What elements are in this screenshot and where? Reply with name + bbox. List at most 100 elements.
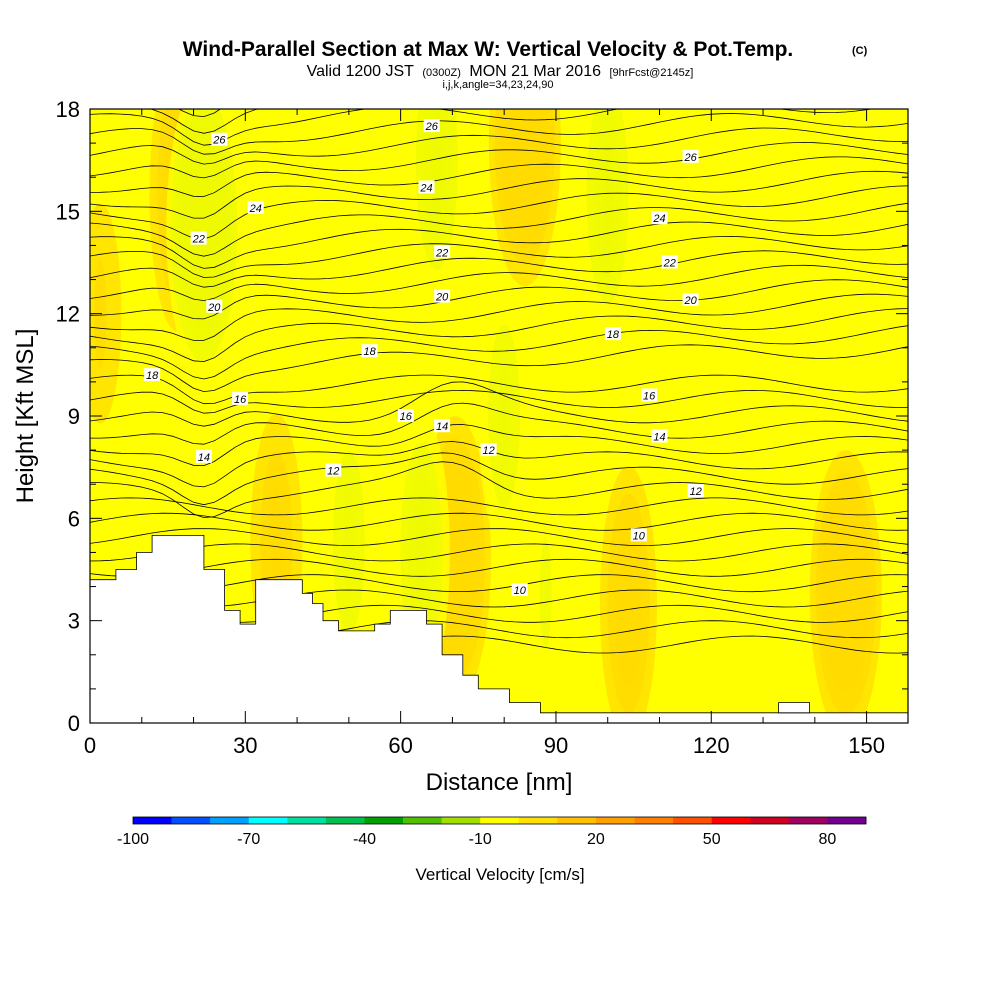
y-axis-label: Height [Kft MSL] — [12, 329, 39, 504]
colorbar-swatch — [518, 817, 558, 824]
theta-label-text: 10 — [514, 585, 527, 597]
theta-label-bg — [247, 200, 264, 214]
theta-label-text: 20 — [207, 302, 221, 314]
theta-label-text: 16 — [643, 391, 656, 403]
theta-label-text: 24 — [419, 183, 432, 195]
theta-contour-label: 18 — [604, 327, 621, 341]
theta-label-bg — [687, 484, 704, 497]
theta-label-bg — [232, 391, 249, 405]
terrain-mask — [90, 535, 908, 723]
velocity-core-band — [478, 287, 531, 545]
theta-contour-line — [90, 543, 908, 562]
theta-label-text: 24 — [249, 203, 262, 215]
theta-label-bg — [434, 419, 451, 433]
colorbar-label: 20 — [587, 831, 605, 848]
theta-label-text: 14 — [198, 452, 210, 464]
theta-contour-line — [90, 308, 908, 363]
theta-contour-label: 16 — [232, 391, 249, 406]
theta-contour-line — [90, 170, 908, 219]
theta-contour-line — [90, 558, 908, 577]
theta-contour-label: 10 — [630, 528, 647, 542]
theta-label-text: 18 — [607, 329, 620, 341]
colorbar-frame — [132, 816, 867, 825]
y-tick-label: 3 — [68, 609, 80, 634]
theta-contour-label: 22 — [434, 245, 451, 259]
theta-label-text: 12 — [482, 445, 494, 457]
velocity-core-band — [524, 483, 567, 704]
x-tick-label: 90 — [544, 733, 568, 758]
theta-label-text: 18 — [363, 346, 376, 358]
y-tick-label: 9 — [68, 404, 80, 429]
theta-contour-line — [90, 264, 908, 302]
theta-label-text: 22 — [435, 247, 448, 259]
y-tick-label: 15 — [56, 199, 80, 224]
theta-label-bg — [434, 289, 451, 303]
theta-label-bg — [144, 368, 161, 382]
theta-contour-label: 16 — [397, 409, 414, 423]
colorbar-swatch — [441, 817, 481, 824]
colorbar-swatch — [133, 817, 172, 824]
theta-contour-line — [90, 325, 908, 380]
theta-contour-line — [90, 235, 908, 278]
x-tick-label: 0 — [84, 733, 96, 758]
theta-label-text: 10 — [633, 530, 646, 542]
colorbar-swatch — [403, 817, 442, 824]
theta-label-text: 22 — [663, 258, 676, 270]
colorbar: -100 -70 -40 -10 20 50 80 — [117, 816, 867, 848]
theta-label-text: 26 — [425, 121, 439, 133]
y-tick-label: 6 — [68, 506, 80, 531]
theta-contour-label: 26 — [211, 132, 228, 147]
colorbar-swatch — [788, 817, 828, 824]
theta-contour-label: 22 — [661, 255, 678, 270]
theta-contour-line — [90, 141, 908, 179]
theta-contour-line — [90, 279, 908, 320]
theta-contour-label: 26 — [682, 149, 699, 164]
colorbar-swatch — [673, 817, 712, 824]
y-axis: 0 3 6 9 12 15 18 — [56, 97, 908, 736]
y-tick-label: 12 — [56, 302, 80, 327]
chart-subtitle-indices: i,j,k,angle=34,23,24,90 — [442, 79, 553, 91]
theta-contour-line — [90, 202, 908, 257]
theta-label-text: 26 — [212, 135, 226, 147]
theta-contour-line — [90, 127, 908, 165]
colorbar-swatch — [287, 817, 327, 824]
colorbar-label: -10 — [469, 831, 492, 848]
colorbar-swatch — [480, 817, 520, 824]
colorbar-label: 50 — [703, 831, 721, 848]
theta-label-bg — [423, 119, 440, 133]
theta-contour-line — [90, 344, 908, 393]
subtitle-fcst: [9hrFcst@2145z] — [609, 67, 693, 79]
subtitle-date: MON 21 Mar 2016 — [469, 63, 601, 80]
x-tick-label: 60 — [388, 733, 412, 758]
theta-label-text: 16 — [400, 411, 413, 423]
theta-label-bg — [434, 245, 451, 259]
theta-contour-label: 14 — [651, 429, 668, 444]
theta-label-text: 14 — [436, 421, 448, 433]
theta-contour-line — [90, 574, 908, 593]
colorbar-swatch — [248, 817, 288, 824]
theta-label-bg — [397, 409, 414, 422]
theta-label-text: 14 — [653, 432, 665, 444]
theta-label-bg — [418, 180, 435, 194]
terrain — [90, 535, 908, 723]
theta-label-text: 26 — [683, 152, 697, 164]
theta-contour-label: 14 — [195, 449, 212, 464]
theta-label-bg — [682, 149, 699, 163]
subtitle-utc: (0300Z) — [422, 67, 461, 79]
theta-contour-line — [148, 109, 260, 134]
colorbar-label: -70 — [237, 831, 260, 848]
x-axis: 0 30 60 90 120 150 — [84, 109, 885, 758]
theta-contour-label: 26 — [423, 119, 440, 133]
theta-label-bg — [651, 429, 668, 443]
theta-contour-line — [90, 424, 908, 467]
theta-contour-line — [90, 221, 908, 269]
theta-label-bg — [651, 211, 668, 225]
theta-contour-label: 22 — [190, 231, 207, 246]
theta-label-bg — [661, 255, 678, 269]
x-axis-label: Distance [nm] — [426, 769, 573, 796]
theta-contour-line — [90, 113, 908, 155]
y-tick-label: 0 — [68, 711, 80, 736]
x-tick-label: 30 — [233, 733, 257, 758]
theta-contour-line — [90, 452, 908, 506]
